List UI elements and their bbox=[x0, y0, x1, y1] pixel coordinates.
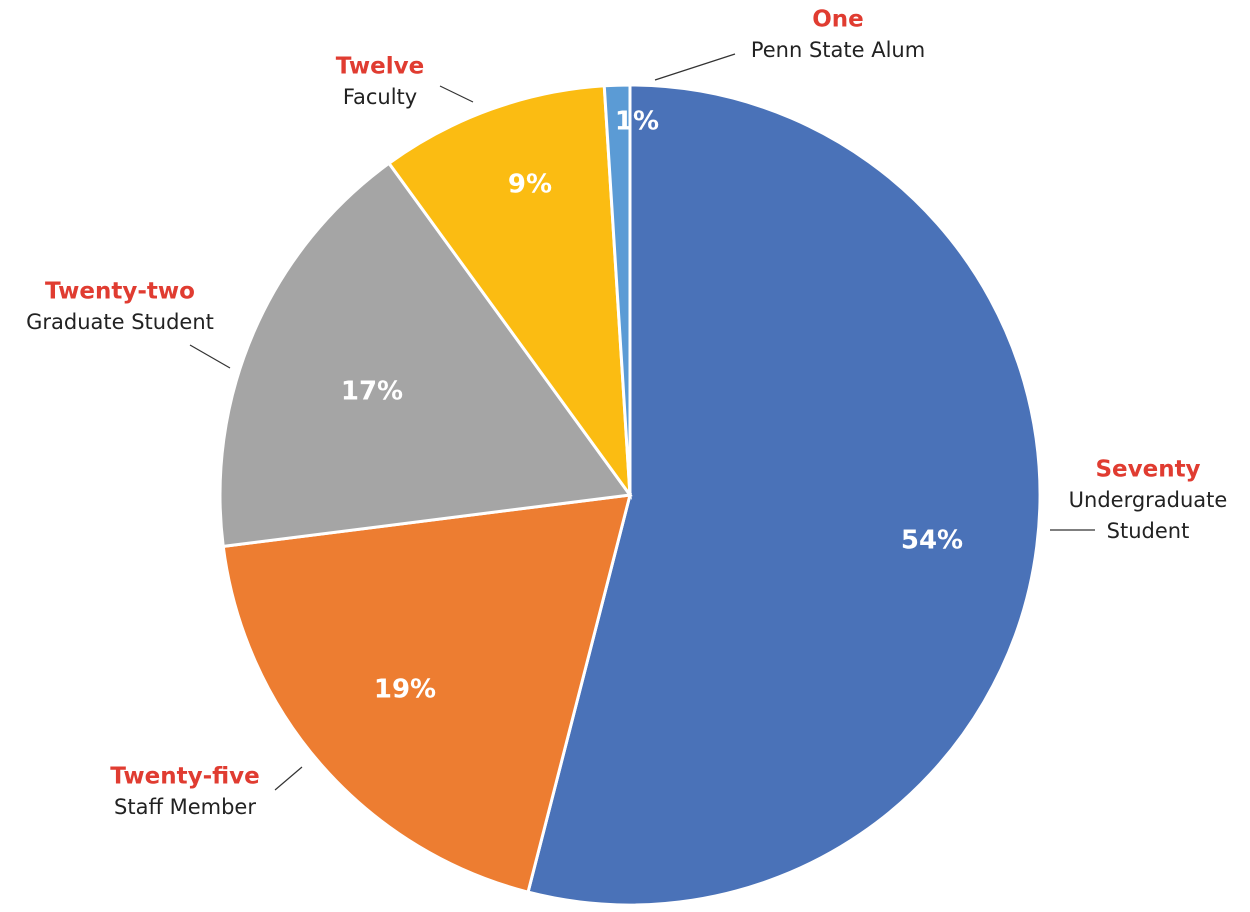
slice-percent: 19% bbox=[374, 675, 436, 705]
category-label: Graduate Student bbox=[26, 310, 214, 334]
slice-percent: 17% bbox=[341, 377, 403, 407]
pie-slice bbox=[386, 84, 632, 501]
count-label: Twenty-two bbox=[45, 279, 195, 305]
category-label: Staff Member bbox=[114, 795, 256, 819]
count-label: Twenty-five bbox=[110, 764, 260, 790]
leader-line bbox=[439, 85, 474, 103]
count-label: Twelve bbox=[336, 54, 425, 80]
slice-percent: 9% bbox=[508, 170, 552, 200]
pie-slice bbox=[526, 83, 1042, 907]
pie-slice bbox=[221, 493, 633, 894]
leader-line bbox=[189, 344, 231, 369]
slice-percent: 1% bbox=[615, 107, 659, 137]
count-label: Seventy bbox=[1095, 457, 1200, 483]
pie-slice bbox=[602, 83, 632, 496]
category-label: Undergraduate bbox=[1069, 488, 1228, 512]
slice-percent: 54% bbox=[901, 526, 963, 556]
leader-line bbox=[654, 53, 736, 81]
leader-line bbox=[274, 766, 303, 791]
category-label: Faculty bbox=[343, 85, 417, 109]
count-label: One bbox=[812, 7, 864, 33]
category-label: Penn State Alum bbox=[751, 38, 925, 62]
pie-slice bbox=[218, 161, 633, 549]
category-label: Student bbox=[1107, 519, 1190, 543]
